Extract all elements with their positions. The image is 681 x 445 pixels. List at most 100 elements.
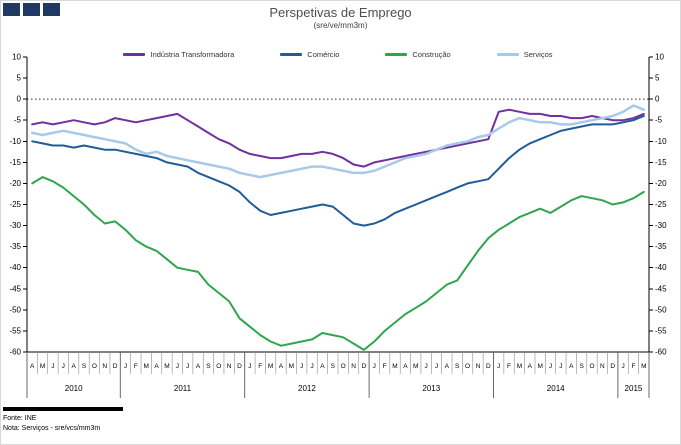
month-label: J bbox=[435, 363, 438, 370]
y-tick-label: -20 bbox=[9, 179, 21, 188]
y-tick-label: -55 bbox=[9, 326, 21, 335]
y-tick-label: -40 bbox=[9, 263, 21, 272]
month-label: J bbox=[373, 363, 376, 370]
y-tick-label: -55 bbox=[655, 326, 667, 335]
year-label: 2012 bbox=[298, 384, 316, 393]
y-tick-label: -60 bbox=[9, 348, 21, 357]
y-tick-label: 5 bbox=[655, 74, 660, 83]
month-label: J bbox=[621, 363, 624, 370]
month-label: J bbox=[248, 363, 251, 370]
y-tick-label: -10 bbox=[9, 137, 21, 146]
month-label: A bbox=[30, 363, 35, 370]
month-label: A bbox=[528, 363, 533, 370]
month-label: F bbox=[383, 363, 387, 370]
y-tick-label: -10 bbox=[655, 137, 667, 146]
month-label: J bbox=[559, 363, 562, 370]
month-label: F bbox=[631, 363, 635, 370]
month-label: D bbox=[486, 363, 491, 370]
month-label: M bbox=[40, 363, 45, 370]
month-label: J bbox=[300, 363, 303, 370]
month-label: S bbox=[206, 363, 211, 370]
year-label: 2014 bbox=[547, 384, 565, 393]
month-label: M bbox=[289, 363, 294, 370]
month-label: A bbox=[445, 363, 450, 370]
month-label: J bbox=[186, 363, 189, 370]
chart-title: Perspetivas de Emprego bbox=[269, 5, 412, 20]
month-label: M bbox=[268, 363, 273, 370]
month-label: J bbox=[124, 363, 127, 370]
legend-item-serviços: Serviços bbox=[496, 50, 553, 59]
y-tick-label: 10 bbox=[655, 53, 664, 62]
footer-divider bbox=[3, 407, 123, 411]
logo-square bbox=[43, 3, 60, 16]
month-label: O bbox=[589, 363, 594, 370]
month-label: M bbox=[413, 363, 418, 370]
series-line-serviços bbox=[30, 104, 646, 179]
month-label: S bbox=[455, 363, 460, 370]
series-line-indústria-transformadora bbox=[31, 108, 645, 168]
y-tick-label: -30 bbox=[655, 221, 667, 230]
legend-swatch bbox=[280, 53, 303, 56]
year-label: 2011 bbox=[174, 384, 192, 393]
month-label: J bbox=[62, 363, 65, 370]
y-tick-label: -25 bbox=[9, 200, 21, 209]
legend-item-indústria-transformadora: Indústria Transformadora bbox=[123, 50, 234, 59]
series-line-comércio bbox=[31, 115, 645, 227]
month-label: A bbox=[569, 363, 574, 370]
legend-label: Serviços bbox=[523, 50, 553, 59]
legend-label: Comércio bbox=[307, 50, 340, 59]
y-tick-label: 0 bbox=[17, 95, 22, 104]
legend-label: Indústria Transformadora bbox=[150, 50, 235, 59]
y-tick-label: -20 bbox=[655, 179, 667, 188]
year-label: 2013 bbox=[422, 384, 440, 393]
month-label: N bbox=[476, 363, 481, 370]
y-tick-label: -25 bbox=[655, 200, 667, 209]
month-label: D bbox=[237, 363, 242, 370]
month-label: M bbox=[164, 363, 169, 370]
month-label: M bbox=[641, 363, 646, 370]
month-label: J bbox=[310, 363, 313, 370]
source-note: Fonte: INE bbox=[3, 415, 37, 422]
month-label: A bbox=[320, 363, 325, 370]
month-label: N bbox=[600, 363, 605, 370]
legend-swatch bbox=[385, 53, 408, 56]
y-tick-label: -50 bbox=[9, 305, 21, 314]
y-tick-label: -45 bbox=[9, 284, 21, 293]
month-label: A bbox=[279, 363, 284, 370]
y-tick-label: 0 bbox=[655, 95, 660, 104]
month-label: S bbox=[82, 363, 87, 370]
y-tick-label: -35 bbox=[655, 242, 667, 251]
y-tick-label: -30 bbox=[9, 221, 21, 230]
legend-item-comércio: Comércio bbox=[280, 50, 339, 59]
y-tick-label: 5 bbox=[17, 74, 22, 83]
legend-swatch bbox=[496, 53, 519, 56]
month-label: O bbox=[341, 363, 346, 370]
month-label: A bbox=[71, 363, 76, 370]
logo-square bbox=[3, 3, 20, 16]
month-label: S bbox=[579, 363, 584, 370]
y-tick-label: 10 bbox=[12, 53, 21, 62]
month-label: F bbox=[507, 363, 511, 370]
month-label: A bbox=[154, 363, 159, 370]
month-label: M bbox=[517, 363, 522, 370]
logo-square bbox=[23, 3, 40, 16]
y-tick-label: -15 bbox=[9, 158, 21, 167]
month-label: A bbox=[403, 363, 408, 370]
legend: Indústria Transformadora Comércio Construç… bbox=[27, 50, 649, 59]
legend-item-construção: Construção bbox=[385, 50, 451, 59]
month-label: J bbox=[176, 363, 179, 370]
month-label: N bbox=[351, 363, 356, 370]
month-label: D bbox=[610, 363, 615, 370]
month-label: O bbox=[92, 363, 97, 370]
month-label: J bbox=[549, 363, 552, 370]
legend-swatch bbox=[123, 53, 146, 56]
month-label: M bbox=[392, 363, 397, 370]
footer: Fonte: INE Nota: Serviços - sre/vcs/mm3m bbox=[3, 407, 123, 434]
year-label: 2010 bbox=[65, 384, 83, 393]
month-label: O bbox=[216, 363, 221, 370]
series-line-construção bbox=[31, 176, 645, 351]
month-label: M bbox=[537, 363, 542, 370]
y-tick-label: -5 bbox=[655, 116, 663, 125]
month-label: O bbox=[465, 363, 470, 370]
